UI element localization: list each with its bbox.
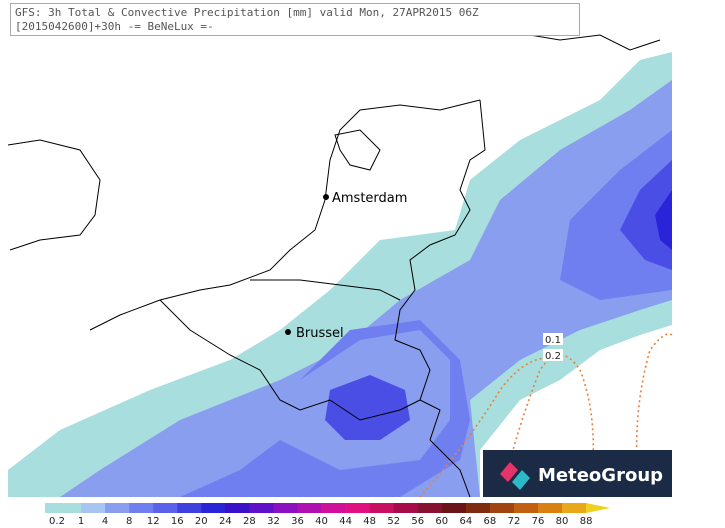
legend: 0.2 1 4 8 12 16 20 24 28 32 36 40 44 48 52 56 60 64 68 72 76… [45, 503, 611, 527]
legend-label: 28 [243, 516, 256, 527]
legend-label: 0.2 [49, 516, 65, 527]
border-de [394, 99, 486, 498]
logo-text: MeteoGroup [538, 465, 663, 486]
contour-0.1-east [635, 333, 673, 498]
legend-swatch-lead [45, 503, 57, 513]
legend-label: 68 [484, 516, 497, 527]
legend-label: 12 [147, 516, 160, 527]
legend-label: 52 [387, 516, 400, 527]
legend-swatch [345, 503, 370, 513]
legend-swatch [225, 503, 250, 513]
coastline-dk [499, 29, 661, 51]
header-line: [2015042600]+30h -= BeNeLux =- [15, 20, 214, 33]
legend-label: 4 [102, 516, 108, 527]
border-nl-be [250, 279, 401, 301]
legend-label: 1 [78, 516, 84, 527]
coastline-uk [7, 139, 101, 251]
ijsselmeer [334, 129, 381, 171]
legend-swatch [513, 503, 539, 513]
legend-swatch [538, 503, 563, 513]
legend-swatch [586, 503, 611, 513]
legend-label: 16 [171, 516, 184, 527]
legend-swatch [201, 503, 226, 513]
legend-swatch [153, 503, 178, 513]
legend-label: 56 [411, 516, 424, 527]
header-box [10, 3, 580, 36]
city-dot [323, 194, 329, 200]
legend-swatch [297, 503, 322, 513]
legend-swatch [105, 503, 130, 513]
contour-label: 0.2 [545, 351, 561, 362]
legend-swatch [57, 503, 82, 513]
legend-label: 32 [267, 516, 280, 527]
legend-swatch [321, 503, 346, 513]
legend-label: 36 [291, 516, 304, 527]
legend-swatch [417, 503, 443, 513]
contour-label: 0.1 [545, 335, 561, 346]
precip-core [655, 190, 672, 250]
legend-label: 20 [195, 516, 208, 527]
legend-label: 60 [435, 516, 448, 527]
legend-swatch [249, 503, 274, 513]
legend-swatch [369, 503, 394, 513]
legend-swatch [562, 503, 587, 513]
legend-label: 80 [556, 516, 569, 527]
legend-swatch [129, 503, 154, 513]
city-label: Brussel [296, 326, 344, 341]
legend-label: 44 [339, 516, 352, 527]
legend-label: 76 [532, 516, 545, 527]
legend-swatch [81, 503, 106, 513]
header-line: GFS: 3h Total & Convective Precipitation… [15, 6, 479, 19]
logo-icon [500, 462, 530, 490]
legend-swatch [177, 503, 202, 513]
legend-label: 64 [459, 516, 472, 527]
precip-medium [60, 80, 672, 497]
legend-swatch [393, 503, 419, 513]
city-label: Amsterdam [332, 191, 407, 206]
legend-swatch [273, 503, 298, 513]
legend-swatch [489, 503, 515, 513]
legend-label: 24 [219, 516, 232, 527]
legend-label: 8 [126, 516, 132, 527]
city-dot [285, 329, 291, 335]
legend-swatch [441, 503, 467, 513]
border-fr [159, 299, 421, 421]
coastline-continent [89, 99, 481, 331]
contour-label-bg [543, 333, 563, 345]
dry-area [600, 330, 672, 450]
legend-label: 48 [363, 516, 376, 527]
precip-light [8, 52, 672, 497]
legend-label: 88 [580, 516, 593, 527]
precip-heavy [325, 160, 672, 440]
legend-label: 72 [508, 516, 521, 527]
contour-label-bg [543, 349, 563, 361]
contour-0.1 [499, 354, 595, 498]
legend-swatch [465, 503, 491, 513]
legend-label: 40 [315, 516, 328, 527]
